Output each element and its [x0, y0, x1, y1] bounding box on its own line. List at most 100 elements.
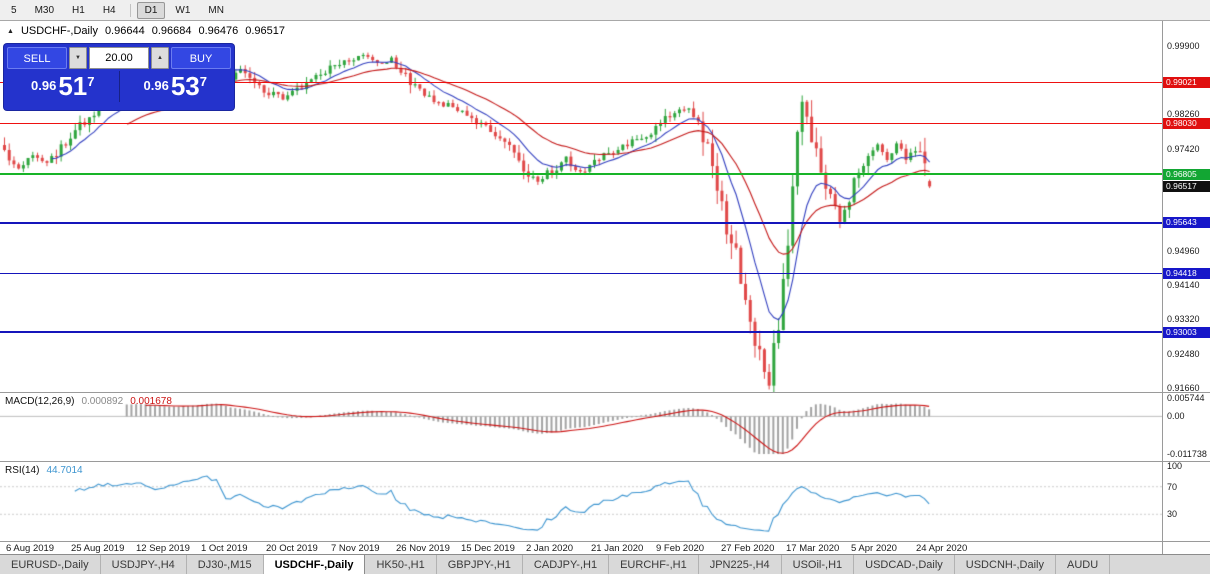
- rsi-axis-label: 70: [1167, 481, 1178, 492]
- price-level-badge: 0.99021: [1163, 76, 1210, 88]
- price-level-badge: 0.94418: [1163, 268, 1210, 280]
- price-axis-tick: 0.93320: [1167, 314, 1200, 325]
- volume-decrease-button[interactable]: ▼: [69, 47, 87, 69]
- horizontal-level-line[interactable]: [0, 123, 1162, 125]
- volume-increase-button[interactable]: ▲: [151, 47, 169, 69]
- sell-price-big: 51: [58, 71, 88, 101]
- price-level-badge: 0.95643: [1163, 217, 1210, 229]
- ohlc-close: 0.96517: [245, 25, 285, 37]
- price-level-badge: 0.93003: [1163, 326, 1210, 338]
- chart-symbol-label: USDCHF-,Daily: [20, 25, 98, 37]
- chart-tab-eurusd-daily[interactable]: EURUSD-,Daily: [0, 555, 101, 574]
- date-axis-label: 27 Feb 2020: [721, 543, 775, 554]
- pane-separator: [0, 541, 1210, 542]
- ohlc-open: 0.96644: [104, 25, 145, 37]
- chart-tabs-bar: EURUSD-,Daily USDJPY-,H4 DJ30-,M15 USDCHF-,…: [0, 554, 1210, 574]
- chart-tab-cadjpy-h1[interactable]: CADJPY-,H1: [523, 555, 610, 574]
- chart-ohlc-header: ▲ USDCHF-,Daily 0.96644 0.96684 0.96476 …: [7, 25, 285, 37]
- date-axis-label: 2 Jan 2020: [526, 543, 574, 554]
- price-level-badge: 0.98030: [1163, 118, 1210, 130]
- horizontal-level-line[interactable]: [0, 81, 1162, 83]
- toolbar-separator: [129, 3, 131, 17]
- chart-tab-hk50-h1[interactable]: HK50-,H1: [365, 555, 437, 574]
- rsi-value: 44.7014: [46, 465, 83, 476]
- rsi-label: RSI(14): [5, 465, 40, 476]
- price-level-badge: 0.96517: [1163, 180, 1210, 192]
- buy-price-prefix: 0.96: [143, 78, 169, 93]
- date-axis-label: 9 Feb 2020: [656, 543, 705, 554]
- pane-separator[interactable]: [0, 392, 1210, 393]
- rsi-indicator-header: RSI(14) 44.7014: [5, 465, 83, 476]
- price-axis-tick: 0.98260: [1167, 109, 1200, 120]
- date-axis-label: 5 Apr 2020: [851, 543, 897, 554]
- date-axis-label: 6 Aug 2019: [6, 543, 55, 554]
- chart-tab-jpn225-h4[interactable]: JPN225-,H4: [699, 555, 782, 574]
- price-axis-tick: 0.91660: [1167, 382, 1200, 393]
- volume-input[interactable]: [89, 47, 149, 69]
- macd-signal-value: 0.001678: [130, 396, 172, 407]
- chart-tab-usdjpy-h4[interactable]: USDJPY-,H4: [101, 555, 187, 574]
- horizontal-level-line[interactable]: [0, 221, 1162, 224]
- sell-price-pipette: 7: [87, 74, 95, 89]
- date-axis-label: 15 Dec 2019: [461, 543, 515, 554]
- date-axis-label: 1 Oct 2019: [201, 543, 248, 554]
- macd-indicator-header: MACD(12,26,9) 0.000892 0.001678: [5, 396, 172, 407]
- timeframe-button-mn[interactable]: MN: [208, 4, 224, 16]
- price-axis-tick: 0.94140: [1167, 280, 1200, 291]
- timeframe-button-5[interactable]: 5: [11, 4, 17, 16]
- price-axis-separator: [1162, 21, 1163, 554]
- date-axis-label: 26 Nov 2019: [396, 543, 450, 554]
- price-axis-tick: 0.94960: [1167, 246, 1200, 257]
- price-level-badge: 0.96805: [1163, 168, 1210, 180]
- rsi-axis-label: 30: [1167, 509, 1178, 520]
- timeframe-button-m30[interactable]: M30: [34, 4, 55, 16]
- ohlc-low: 0.96476: [198, 25, 239, 37]
- date-axis-label: 24 Apr 2020: [916, 543, 968, 554]
- buy-price-display[interactable]: 0.96537: [118, 71, 232, 102]
- date-axis-label: 7 Nov 2019: [331, 543, 380, 554]
- collapse-icon[interactable]: ▲: [7, 27, 14, 35]
- horizontal-level-line[interactable]: [0, 273, 1162, 275]
- macd-axis-label: 0.00: [1167, 411, 1185, 422]
- chart-tab-audu[interactable]: AUDU: [1056, 555, 1111, 574]
- buy-price-big: 53: [170, 71, 200, 101]
- timeframe-button-h4[interactable]: H4: [102, 4, 116, 16]
- date-axis-label: 17 Mar 2020: [786, 543, 840, 554]
- macd-label: MACD(12,26,9): [5, 396, 75, 407]
- chart-tab-usdcad-daily[interactable]: USDCAD-,Daily: [854, 555, 955, 574]
- macd-indicator-canvas[interactable]: [0, 393, 1162, 461]
- macd-axis-label: -0.011738: [1167, 449, 1207, 459]
- pane-separator[interactable]: [0, 461, 1210, 462]
- sell-price-display[interactable]: 0.96517: [7, 71, 119, 102]
- date-axis-label: 21 Jan 2020: [591, 543, 644, 554]
- price-axis-tick: 0.99900: [1167, 41, 1200, 52]
- chart-tab-usoil-h1[interactable]: USOil-,H1: [782, 555, 855, 574]
- chart-tab-gbpjpy-h1[interactable]: GBPJPY-,H1: [437, 555, 523, 574]
- sell-button[interactable]: SELL: [7, 47, 67, 69]
- buy-button[interactable]: BUY: [171, 47, 231, 69]
- macd-main-value: 0.000892: [81, 396, 124, 407]
- one-click-trading-panel: SELL ▼ ▲ BUY 0.96517 0.96537: [4, 44, 234, 110]
- sell-price-prefix: 0.96: [31, 78, 57, 93]
- horizontal-level-line[interactable]: [0, 331, 1162, 334]
- ohlc-high: 0.96684: [151, 25, 192, 37]
- date-axis-label: 25 Aug 2019: [71, 543, 125, 554]
- buy-price-pipette: 7: [199, 74, 207, 89]
- chart-tab-usdcnh-daily[interactable]: USDCNH-,Daily: [955, 555, 1057, 574]
- timeframe-button-d1[interactable]: D1: [136, 1, 166, 19]
- price-axis-tick: 0.92480: [1167, 348, 1200, 359]
- macd-axis-label: 0.005744: [1167, 393, 1205, 403]
- timeframe-button-h1[interactable]: H1: [72, 4, 85, 16]
- rsi-axis-label: 100: [1167, 461, 1183, 471]
- chart-tab-dj30-m15[interactable]: DJ30-,M15: [187, 555, 264, 574]
- date-axis-label: 12 Sep 2019: [136, 543, 190, 554]
- date-axis-label: 20 Oct 2019: [266, 543, 318, 554]
- chart-tab-usdchf-daily[interactable]: USDCHF-,Daily: [263, 555, 366, 574]
- timeframe-toolbar: 5 M30 H1 H4 D1 W1 MN: [0, 0, 1210, 21]
- rsi-indicator-canvas[interactable]: [0, 462, 1162, 541]
- horizontal-level-line[interactable]: [0, 173, 1162, 176]
- price-axis-tick: 0.97420: [1167, 143, 1200, 154]
- timeframe-button-w1[interactable]: W1: [175, 4, 191, 16]
- chart-tab-eurchf-h1[interactable]: EURCHF-,H1: [609, 555, 699, 574]
